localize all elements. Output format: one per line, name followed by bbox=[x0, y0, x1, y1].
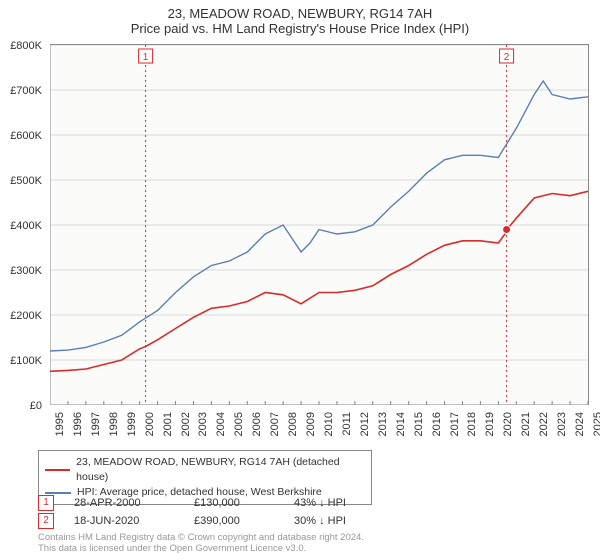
x-tick-label: 2001 bbox=[162, 412, 174, 436]
x-tick-label: 2022 bbox=[538, 412, 550, 436]
y-tick-label: £300K bbox=[10, 265, 42, 277]
legend-swatch bbox=[45, 469, 70, 471]
x-tick-label: 2014 bbox=[395, 412, 407, 436]
y-tick-label: £400K bbox=[10, 220, 42, 232]
x-tick-label: 1997 bbox=[90, 412, 102, 436]
marker-table: 1 28-APR-2000 £130,000 43% ↓ HPI 2 18-JUN-202… bbox=[38, 494, 394, 530]
x-tick-label: 2016 bbox=[431, 412, 443, 436]
svg-text:2: 2 bbox=[504, 52, 510, 63]
attribution-line1: Contains HM Land Registry data © Crown c… bbox=[38, 532, 364, 543]
legend-item: 23, MEADOW ROAD, NEWBURY, RG14 7AH (deta… bbox=[45, 455, 365, 485]
x-tick-label: 2017 bbox=[449, 412, 461, 436]
x-tick-label: 2008 bbox=[287, 412, 299, 436]
x-tick-label: 2010 bbox=[323, 412, 335, 436]
chart-area: 12 bbox=[50, 44, 589, 405]
legend-label: 23, MEADOW ROAD, NEWBURY, RG14 7AH (deta… bbox=[76, 455, 365, 485]
x-tick-label: 1999 bbox=[126, 412, 138, 436]
svg-text:1: 1 bbox=[143, 52, 149, 63]
marker-row: 1 28-APR-2000 £130,000 43% ↓ HPI bbox=[38, 494, 394, 512]
x-tick-label: 1998 bbox=[108, 412, 120, 436]
x-tick-label: 2002 bbox=[180, 412, 192, 436]
chart-plot: 12 bbox=[50, 45, 588, 405]
marker-date: 28-APR-2000 bbox=[74, 494, 174, 512]
y-tick-label: £200K bbox=[10, 310, 42, 322]
x-axis: 1995 1996 1997 1998 1999 2000 2001 2002 2003 2004… bbox=[50, 410, 588, 450]
x-tick-label: 2007 bbox=[269, 412, 281, 436]
x-tick-label: 2003 bbox=[197, 412, 209, 436]
x-tick-label: 2013 bbox=[377, 412, 389, 436]
x-tick-label: 2020 bbox=[502, 412, 514, 436]
x-tick-label: 2009 bbox=[305, 412, 317, 436]
y-tick-label: £500K bbox=[10, 175, 42, 187]
marker-date: 18-JUN-2020 bbox=[74, 512, 174, 530]
marker-price: £390,000 bbox=[194, 512, 274, 530]
x-tick-label: 2005 bbox=[233, 412, 245, 436]
marker-pct: 30% ↓ HPI bbox=[294, 512, 394, 530]
y-tick-label: £700K bbox=[10, 85, 42, 97]
x-tick-label: 2023 bbox=[556, 412, 568, 436]
x-tick-label: 2025 bbox=[592, 412, 600, 436]
attribution-text: Contains HM Land Registry data © Crown c… bbox=[38, 532, 364, 554]
attribution-line2: This data is licensed under the Open Gov… bbox=[38, 543, 364, 554]
x-tick-label: 1995 bbox=[54, 412, 66, 436]
marker-row: 2 18-JUN-2020 £390,000 30% ↓ HPI bbox=[38, 512, 394, 530]
marker-pct: 43% ↓ HPI bbox=[294, 494, 394, 512]
x-tick-label: 2006 bbox=[251, 412, 263, 436]
marker-number-box: 1 bbox=[38, 495, 54, 511]
x-tick-label: 2024 bbox=[574, 412, 586, 436]
y-axis: £0£100K£200K£300K£400K£500K£600K£700K£80… bbox=[0, 46, 46, 406]
y-tick-label: £600K bbox=[10, 130, 42, 142]
y-tick-label: £100K bbox=[10, 355, 42, 367]
page-title-subtitle: Price paid vs. HM Land Registry's House … bbox=[0, 21, 600, 36]
x-tick-label: 1996 bbox=[72, 412, 84, 436]
x-tick-label: 2021 bbox=[520, 412, 532, 436]
x-tick-label: 2011 bbox=[341, 412, 353, 436]
x-tick-label: 2004 bbox=[215, 412, 227, 436]
x-tick-label: 2015 bbox=[413, 412, 425, 436]
marker-number-box: 2 bbox=[38, 513, 54, 529]
y-tick-label: £800K bbox=[10, 40, 42, 52]
y-tick-label: £0 bbox=[30, 400, 42, 412]
page-title-address: 23, MEADOW ROAD, NEWBURY, RG14 7AH bbox=[0, 0, 600, 21]
x-tick-label: 2019 bbox=[484, 412, 496, 436]
marker-price: £130,000 bbox=[194, 494, 274, 512]
x-tick-label: 2018 bbox=[466, 412, 478, 436]
x-tick-label: 2000 bbox=[144, 412, 156, 436]
x-tick-label: 2012 bbox=[359, 412, 371, 436]
